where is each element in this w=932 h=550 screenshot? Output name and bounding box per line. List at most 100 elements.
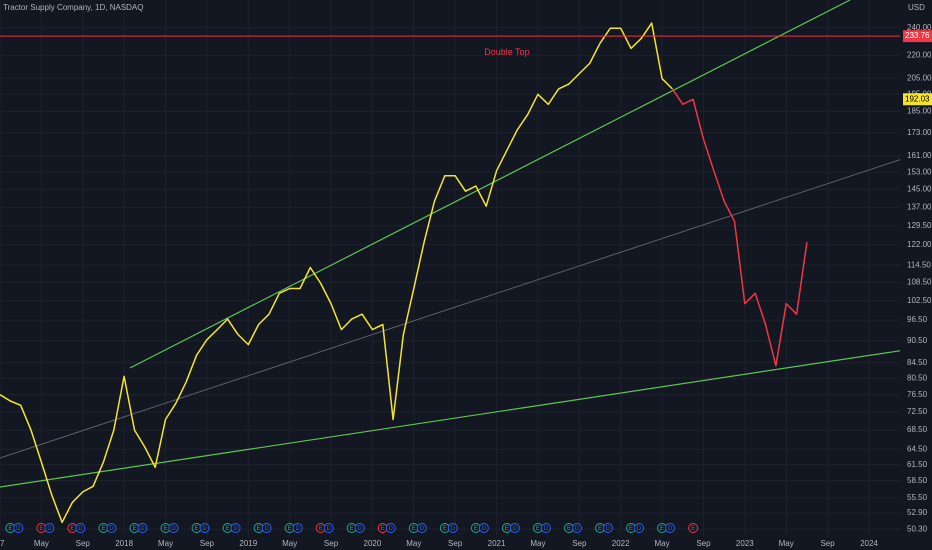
y-tick-label: 114.50: [907, 260, 931, 269]
x-tick-label: Sep: [324, 539, 339, 548]
event-label: E: [536, 526, 540, 532]
event-marker: [447, 523, 458, 533]
event-label: E: [474, 526, 478, 532]
event-marker: [416, 523, 427, 533]
event-label: D: [202, 526, 207, 532]
y-tick-label: 96.50: [907, 315, 928, 324]
x-tick-label: 2018: [115, 539, 133, 548]
x-tick-label: 2023: [736, 539, 754, 548]
event-marker: [230, 523, 241, 533]
event-marker: [292, 523, 303, 533]
grid: [0, 0, 900, 537]
y-tick-label: 76.50: [907, 390, 928, 399]
event-label: E: [8, 526, 12, 532]
event-label: E: [381, 526, 385, 532]
level-label-box: [903, 30, 932, 43]
x-tick-label: Sep: [76, 539, 91, 548]
x-tick-label: 2019: [239, 539, 257, 548]
x-tick-label: 2021: [488, 539, 506, 548]
event-label: D: [513, 526, 518, 532]
event-label: D: [327, 526, 332, 532]
x-tick-label: Sep: [572, 539, 587, 548]
event-marker: [323, 523, 334, 533]
event-label: E: [598, 526, 602, 532]
event-marker: [75, 523, 86, 533]
x-tick-label: May: [779, 539, 794, 548]
event-label: E: [288, 526, 292, 532]
event-label: D: [637, 526, 642, 532]
y-tick-label: 102.50: [907, 296, 932, 305]
event-marker: [509, 523, 520, 533]
x-tick-label: 2024: [860, 539, 878, 548]
y-tick-label: 185.00: [907, 106, 932, 115]
price-label: 192.03: [905, 94, 930, 103]
x-tick-label: Sep: [696, 539, 711, 548]
event-label: D: [482, 526, 487, 532]
event-label: E: [567, 526, 571, 532]
event-marker: [137, 523, 148, 533]
y-tick-label: 72.50: [907, 407, 928, 416]
event-label: D: [264, 526, 269, 532]
event-marker: [571, 523, 582, 533]
x-tick-label: Sep: [448, 539, 463, 548]
price-axis: [900, 0, 932, 550]
event-label: D: [16, 526, 21, 532]
event-label: E: [164, 526, 168, 532]
level-label: 233.76: [905, 31, 930, 40]
event-label: D: [544, 526, 549, 532]
event-label: E: [691, 526, 695, 532]
price-line: [671, 88, 808, 367]
event-label: D: [575, 526, 580, 532]
x-tick-label: May: [530, 539, 545, 548]
y-tick-label: 137.00: [907, 203, 932, 212]
y-tick-label: 129.50: [907, 221, 932, 230]
x-tick-label: May: [34, 539, 49, 548]
y-tick-label: 205.00: [907, 73, 932, 82]
y-tick-label: 55.50: [907, 493, 928, 502]
event-marker: [261, 523, 272, 533]
x-tick-label: May: [655, 539, 670, 548]
price-label-box: [903, 93, 932, 106]
y-tick-label: 122.00: [907, 240, 932, 249]
event-label: D: [233, 526, 238, 532]
event-label: D: [109, 526, 114, 532]
event-marker: [688, 523, 699, 533]
annotation: Double Top: [484, 47, 529, 57]
event-marker: [354, 523, 365, 533]
event-label: E: [39, 526, 43, 532]
y-tick-label: 61.50: [907, 460, 928, 469]
event-label: D: [389, 526, 394, 532]
x-tick-label: 17: [0, 539, 5, 548]
event-label: D: [606, 526, 611, 532]
y-tick-label: 90.50: [907, 336, 928, 345]
price-line: [0, 22, 673, 524]
event-label: D: [358, 526, 363, 532]
event-label: E: [195, 526, 199, 532]
y-tick-label: 240.00: [907, 23, 932, 32]
y-tick-label: 68.50: [907, 425, 928, 434]
upper-trend-line: [129, 0, 851, 369]
event-label: E: [443, 526, 447, 532]
event-label: D: [451, 526, 456, 532]
lower-trend-line: [0, 349, 906, 488]
event-label: D: [295, 526, 300, 532]
event-marker: [603, 523, 613, 533]
event-label: E: [505, 526, 509, 532]
event-marker: [199, 523, 210, 533]
event-marker: [540, 523, 551, 533]
x-tick-label: 2022: [612, 539, 630, 548]
y-tick-label: 58.50: [907, 476, 928, 485]
event-label: E: [629, 526, 633, 532]
y-tick-label: 64.50: [907, 445, 928, 454]
y-tick-label: 80.50: [907, 373, 928, 382]
event-marker: [44, 523, 55, 533]
y-tick-label: 50.30: [907, 524, 928, 533]
event-marker: [634, 523, 645, 533]
event-marker: [13, 523, 24, 533]
event-label: D: [140, 526, 145, 532]
y-tick-label: 145.00: [907, 185, 932, 194]
x-tick-label: May: [406, 539, 421, 548]
x-tick-label: May: [158, 539, 173, 548]
